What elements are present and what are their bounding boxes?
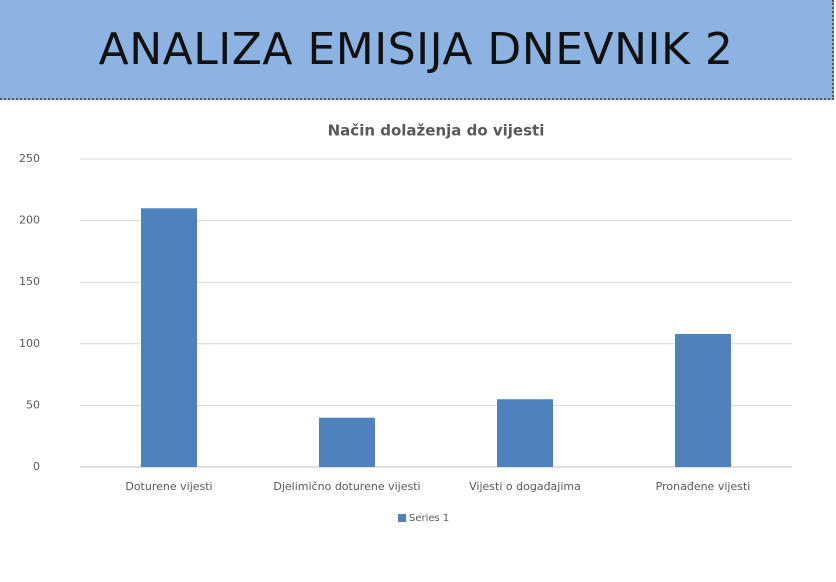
x-tick-label: Vijesti o događajima <box>469 480 581 493</box>
header-banner: ANALIZA EMISIJA DNEVNIK 2 <box>0 0 834 100</box>
x-tick-label: Doturene vijesti <box>125 480 212 493</box>
bar <box>497 399 553 467</box>
chart-title: Način dolaženja do vijesti <box>328 122 545 140</box>
y-tick-label: 50 <box>26 398 40 411</box>
legend-swatch <box>398 514 406 522</box>
legend-label: Series 1 <box>409 513 449 524</box>
y-tick-label: 100 <box>19 337 40 350</box>
x-tick-label: Pronađene vijesti <box>656 480 751 493</box>
bar <box>141 208 197 467</box>
y-tick-label: 250 <box>19 152 40 165</box>
bar <box>319 417 375 467</box>
header-title: ANALIZA EMISIJA DNEVNIK 2 <box>98 23 734 75</box>
y-tick-label: 150 <box>19 275 40 288</box>
y-tick-label: 200 <box>19 214 40 227</box>
bar <box>675 333 731 467</box>
y-tick-label: 0 <box>33 460 40 473</box>
x-tick-label: Djelimično doturene vijesti <box>273 480 420 493</box>
